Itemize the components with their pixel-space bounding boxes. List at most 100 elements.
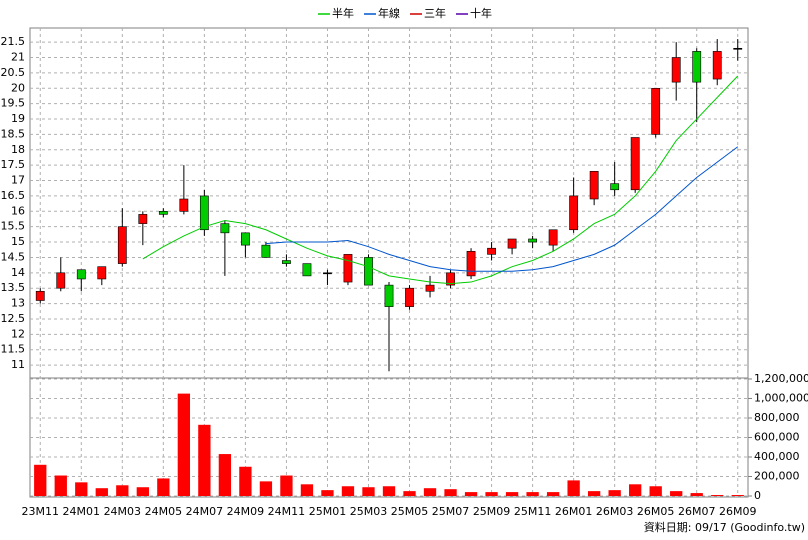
volume-bar <box>670 491 683 496</box>
x-tick-label: 26M07 <box>678 505 716 518</box>
y-tick-label: 15 <box>11 235 25 248</box>
candle-body <box>282 260 291 264</box>
candle-body <box>56 272 66 289</box>
y-tick-label: 15.5 <box>1 220 26 233</box>
candle-body <box>261 244 271 258</box>
ma-line <box>265 146 739 272</box>
y-tick-label: 17 <box>11 174 25 187</box>
y-tick-label: 17.5 <box>1 158 26 171</box>
volume-bar <box>54 475 67 496</box>
volume-bar <box>608 490 621 496</box>
candle-body <box>384 284 394 307</box>
candle-body <box>733 47 743 50</box>
x-tick-label: 24M05 <box>145 505 183 518</box>
volume-bar <box>731 495 744 496</box>
y-tick-label: 19.5 <box>1 97 26 110</box>
candle-body <box>671 57 681 83</box>
legend-label: 年線 <box>378 6 400 20</box>
volume-bar <box>649 486 662 496</box>
volume-bar <box>95 488 108 496</box>
y-tick-label: 12 <box>11 327 25 340</box>
y2-tick-label: 200,000 <box>754 469 800 482</box>
y-tick-label: 16 <box>11 204 25 217</box>
volume-bar <box>711 495 724 496</box>
y2-tick-label: 600,000 <box>754 430 800 443</box>
candle-body <box>569 195 579 231</box>
x-tick-label: 25M07 <box>432 505 470 518</box>
y-tick-label: 20.5 <box>1 66 26 79</box>
candle-body <box>240 232 250 246</box>
y-tick-label: 19 <box>11 112 25 125</box>
volume-bar <box>177 393 191 496</box>
volume-bar <box>444 489 457 496</box>
y2-tick-label: 800,000 <box>754 411 800 424</box>
volume-bar <box>567 480 580 496</box>
candle-body <box>343 254 353 283</box>
y-tick-label: 13 <box>11 297 25 310</box>
annotation: 資料日期: 09/17 (Goodinfo.tw) <box>644 520 805 534</box>
volume-bar <box>259 481 273 496</box>
candle-body <box>199 195 209 231</box>
volume-bar <box>116 485 129 496</box>
volume-bar <box>34 464 47 496</box>
x-tick-label: 25M05 <box>391 505 429 518</box>
candle-body <box>630 137 640 191</box>
y-tick-label: 14 <box>11 266 25 279</box>
volume-bar <box>629 484 642 496</box>
candle-body <box>405 287 414 307</box>
volume-bar <box>157 478 170 496</box>
volume-bar <box>382 486 396 496</box>
volume-bar <box>464 492 478 496</box>
volume-bar <box>423 488 437 496</box>
y-tick-label: 14.5 <box>1 250 26 263</box>
y2-tick-label: 400,000 <box>754 450 800 463</box>
volume-bar <box>198 424 211 496</box>
candle-body <box>35 290 45 301</box>
candle-body <box>651 87 661 135</box>
volume-bar <box>136 487 149 496</box>
y-tick-label: 16.5 <box>1 189 26 202</box>
volume-bar <box>218 454 232 496</box>
legend-label: 三年 <box>424 6 446 20</box>
x-tick-label: 26M05 <box>637 505 675 518</box>
x-tick-label: 23M11 <box>22 505 60 518</box>
y-tick-label: 20 <box>11 81 25 94</box>
y2-tick-label: 1,200,000 <box>754 372 808 385</box>
y-tick-label: 11 <box>11 358 25 371</box>
y-tick-label: 18.5 <box>1 127 26 140</box>
volume-bar <box>505 492 519 496</box>
volume-bar <box>75 482 88 496</box>
y2-tick-label: 0 <box>754 489 761 502</box>
x-tick-label: 26M09 <box>719 505 757 518</box>
candle-body <box>610 183 620 191</box>
volume-bar <box>300 484 314 496</box>
y2-tick-label: 1,000,000 <box>754 391 808 404</box>
plot-frame <box>29 27 749 498</box>
x-tick-label: 24M09 <box>227 505 265 518</box>
candle-body <box>466 250 476 277</box>
x-tick-label: 25M03 <box>350 505 388 518</box>
legend-label: 半年 <box>332 6 354 20</box>
x-tick-label: 24M11 <box>268 505 306 518</box>
candle-body <box>302 263 312 277</box>
candle-body <box>97 266 107 280</box>
candle-body <box>507 238 517 249</box>
candle-body <box>487 247 496 255</box>
candle-body <box>692 51 702 83</box>
candle-body <box>548 229 558 246</box>
volume-bar <box>239 466 252 496</box>
volume-bar <box>341 486 355 496</box>
candle-body <box>220 223 230 234</box>
candle-body <box>364 257 373 286</box>
volume-bar <box>546 492 560 496</box>
candle-body <box>138 214 148 224</box>
candle-body <box>323 272 332 275</box>
y-tick-label: 12.5 <box>1 312 26 325</box>
volume-bar <box>321 490 334 496</box>
y-tick-label: 11.5 <box>1 343 26 356</box>
candle-body <box>117 226 127 264</box>
x-tick-label: 24M01 <box>63 505 101 518</box>
volume-bar <box>485 492 498 496</box>
volume-bar <box>403 491 416 496</box>
